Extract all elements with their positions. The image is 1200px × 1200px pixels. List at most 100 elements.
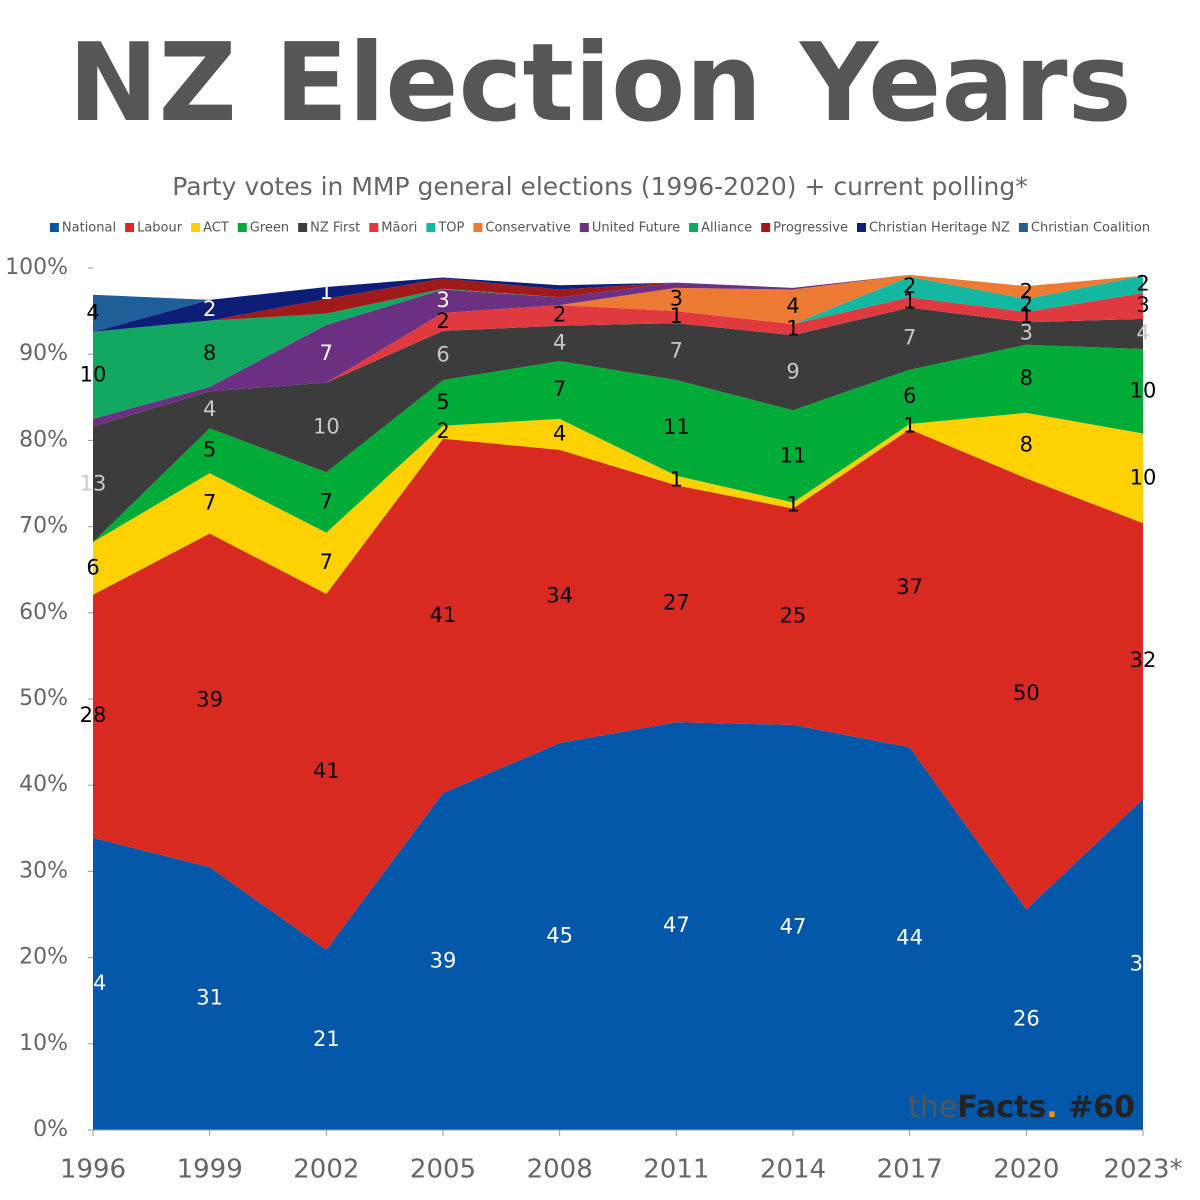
legend-swatch <box>237 223 247 232</box>
y-tick-label: 60% <box>19 600 68 625</box>
legend-item: Māori <box>369 221 417 236</box>
legend-label: Christian Heritage NZ <box>869 221 1010 236</box>
legend-label: Conservative <box>485 221 570 236</box>
y-tick-label: 100% <box>5 255 68 280</box>
data-label: 3 <box>1020 321 1033 345</box>
x-tick-label: 2014 <box>760 1155 826 1185</box>
data-label: 3 <box>1136 293 1149 317</box>
data-label: 28 <box>80 703 107 727</box>
data-label: 2 <box>553 302 566 326</box>
data-label: 10 <box>1130 465 1157 489</box>
y-tick-label: 80% <box>19 427 68 452</box>
data-label: 27 <box>663 591 690 615</box>
legend-item: Conservative <box>473 221 571 236</box>
area <box>93 274 1143 332</box>
data-label: 47 <box>663 913 690 937</box>
x-tick-label: 2008 <box>527 1155 593 1185</box>
data-label: 6 <box>436 342 449 366</box>
data-label: 4 <box>203 397 216 421</box>
data-label: 7 <box>553 377 566 401</box>
x-tick-label: 2023* <box>1103 1155 1182 1185</box>
area <box>93 274 1143 427</box>
brand-part: Facts <box>957 1090 1046 1125</box>
brand-part: the <box>908 1090 957 1125</box>
data-label: 6 <box>903 384 916 408</box>
data-label: 7 <box>670 339 683 363</box>
data-label: 2 <box>1020 280 1033 304</box>
x-tick-label: 2017 <box>877 1155 943 1185</box>
x-tick-label: 1996 <box>60 1155 126 1185</box>
data-label: 4 <box>553 330 566 354</box>
data-label: 10 <box>80 362 107 386</box>
data-label: 2 <box>436 309 449 333</box>
brand-part: #60 <box>1058 1090 1135 1125</box>
area <box>93 274 1143 419</box>
y-tick-label: 40% <box>19 772 68 797</box>
data-label: 11 <box>780 443 807 467</box>
y-tick-label: 30% <box>19 858 68 883</box>
legend-item: Progressive <box>761 221 848 236</box>
legend-item: NZ First <box>298 221 360 236</box>
data-label: 1 <box>786 317 799 341</box>
legend-item: Green <box>237 221 289 236</box>
data-label: 47 <box>780 914 807 938</box>
legend-swatch <box>1018 223 1028 232</box>
data-label: 7 <box>320 550 333 574</box>
data-label: 41 <box>430 603 457 627</box>
area <box>93 292 1143 427</box>
brand-part: . <box>1046 1090 1057 1125</box>
legend-swatch <box>473 223 483 232</box>
area <box>93 722 1143 1130</box>
data-label: 37 <box>896 575 923 599</box>
legend-label: National <box>62 221 116 236</box>
data-label: 7 <box>320 341 333 365</box>
legend-label: United Future <box>592 221 680 236</box>
data-label: 39 <box>430 948 457 972</box>
brand: theFacts. #60 <box>908 1090 1135 1125</box>
chart-subtitle: Party votes in MMP general elections (19… <box>172 172 1027 201</box>
legend-item: Alliance <box>689 221 752 236</box>
legend-item: National <box>49 221 116 236</box>
data-label: 21 <box>313 1027 340 1051</box>
data-label: 2 <box>1020 292 1033 316</box>
data-label: 9 <box>786 360 799 384</box>
data-label: 4 <box>86 300 99 324</box>
data-label: 3 <box>670 286 683 310</box>
data-label: 1 <box>903 414 916 438</box>
legend-item: TOP <box>426 221 465 236</box>
data-label: 26 <box>1013 1007 1040 1031</box>
data-label: 1 <box>786 492 799 516</box>
data-label: 41 <box>313 759 340 783</box>
legend-swatch <box>369 223 379 232</box>
area <box>93 274 1143 332</box>
legend-swatch <box>191 223 201 232</box>
legend-label: Māori <box>381 221 417 236</box>
legend-item: ACT <box>191 221 229 236</box>
legend: National Labour ACT Green NZ First Māori TOP Co… <box>49 221 1150 236</box>
data-label: 1 <box>1020 304 1033 328</box>
area <box>93 429 1143 950</box>
data-label: 2 <box>203 297 216 321</box>
data-label: 7 <box>320 489 333 513</box>
data-label: 5 <box>203 438 216 462</box>
data-label: 32 <box>1130 648 1157 672</box>
legend-label: Labour <box>137 221 183 236</box>
legend-item: Labour <box>125 221 183 236</box>
legend-swatch <box>856 223 866 232</box>
chart-title: NZ Election Years <box>68 21 1132 146</box>
legend-item: Christian Coalition <box>1018 221 1150 236</box>
area <box>93 307 1143 543</box>
legend-swatch <box>298 223 308 232</box>
y-tick-label: 50% <box>19 686 68 711</box>
x-tick-label: 1999 <box>177 1155 243 1185</box>
data-label: 2 <box>903 274 916 298</box>
data-label: 4 <box>553 421 566 445</box>
data-label: 39 <box>196 687 223 711</box>
legend-swatch <box>579 223 589 232</box>
legend-swatch <box>426 223 436 232</box>
data-label: 6 <box>86 555 99 579</box>
data-label: 7 <box>203 490 216 514</box>
data-label: 34 <box>80 971 107 995</box>
data-label: 8 <box>1020 366 1033 390</box>
